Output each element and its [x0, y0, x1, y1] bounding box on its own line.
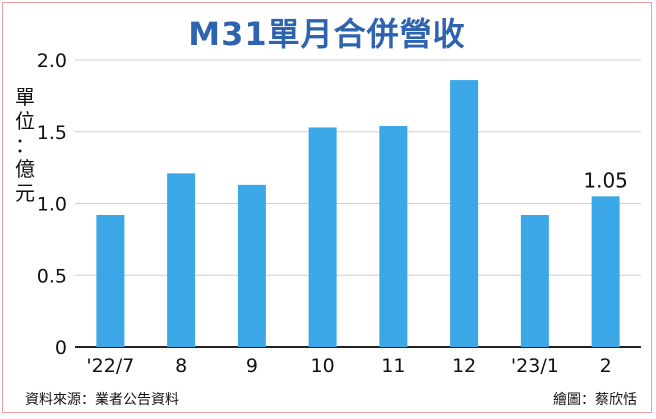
bar-0: [96, 214, 125, 347]
x-tick-label: 9: [246, 355, 258, 377]
source-note: 資料來源：業者公告資料: [25, 392, 179, 408]
y-tick-label: 1.5: [37, 122, 67, 144]
bar-7: [591, 196, 620, 347]
x-tick-label: 11: [381, 355, 405, 377]
bar-6: [520, 214, 549, 347]
y-tick-label: 1.0: [37, 194, 67, 216]
bar-1: [167, 173, 196, 347]
bar-4: [379, 126, 408, 347]
y-tick-label: 2.0: [37, 50, 67, 72]
bar-2: [237, 184, 266, 347]
x-tick-label: 2: [600, 355, 612, 377]
bar-chart: 0 0.5 1.0 1.5 2.0 '22/7 8 9 10 11 12 '23/1 2 1.05: [37, 50, 641, 377]
x-tick-label: '23/1: [511, 355, 559, 377]
y-tick-label: 0: [55, 337, 67, 359]
x-tick-label: '22/7: [86, 355, 134, 377]
bar-3: [308, 127, 337, 347]
x-tick-label: 10: [311, 355, 335, 377]
chart-frame: M31單月合併營收 單位：億元 0 0.5 1.0 1.5 2.0 '22/7 8 9 10 11…: [2, 2, 652, 413]
credit-note: 繪圖：蔡欣恬: [553, 392, 637, 408]
y-axis-label: 單位：億元: [15, 85, 35, 205]
chart-title: M31單月合併營收: [188, 15, 466, 53]
x-tick-label: 8: [175, 355, 187, 377]
x-tick-label: 12: [452, 355, 476, 377]
y-tick-label: 0.5: [37, 265, 67, 287]
data-label: 1.05: [583, 168, 628, 192]
bar-5: [450, 80, 479, 347]
